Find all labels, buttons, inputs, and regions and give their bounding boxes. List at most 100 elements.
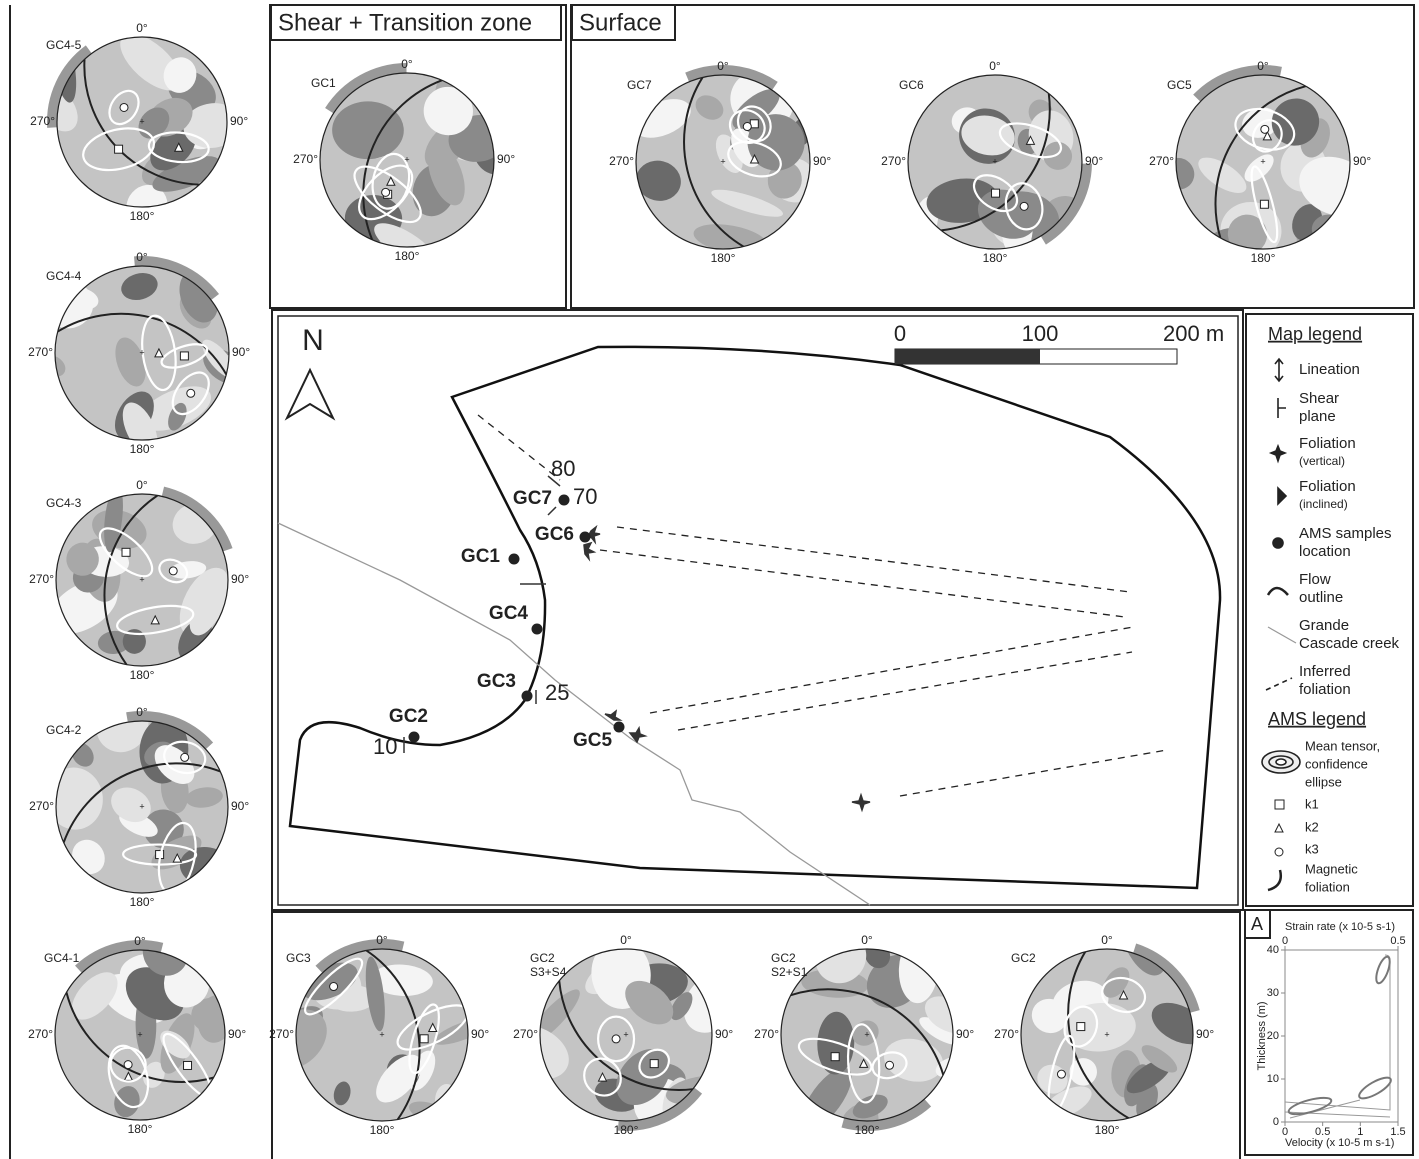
direction-label: 180° xyxy=(370,1123,395,1137)
k1 xyxy=(183,1060,193,1070)
y-tick-label: 20 xyxy=(1267,1030,1279,1042)
stereonet: +0° 90° 180° 270° GC4-3 xyxy=(29,478,249,682)
direction-label: 0° xyxy=(861,933,873,947)
map: N 0 100 200 m GC7 GC6 GC1 GC4 GC3 GC2 GC5 80 70 2… xyxy=(277,321,1224,906)
net-outline xyxy=(54,265,230,441)
stereonet: +0° 90° 180° 270° GC4-2 xyxy=(29,705,249,909)
direction-label: 180° xyxy=(395,249,420,263)
net-outline xyxy=(635,74,811,250)
confidence-ellipse xyxy=(116,604,195,636)
legend-item: Shear xyxy=(1299,390,1339,407)
k3 xyxy=(742,122,752,132)
confidence-ellipse xyxy=(163,740,207,775)
legend-item: k1 xyxy=(1305,796,1319,811)
density-blob xyxy=(168,402,187,431)
sample-label: GC5 xyxy=(573,730,613,751)
net-outline xyxy=(54,949,226,1121)
density-blob xyxy=(189,596,219,636)
density-blob xyxy=(1227,214,1268,249)
map-symbols xyxy=(403,475,871,813)
density-blob xyxy=(884,1038,944,1082)
net-outline xyxy=(319,72,495,248)
direction-label: 90° xyxy=(497,152,515,166)
x-tick-label: 0.5 xyxy=(1315,1126,1330,1138)
density-blob xyxy=(625,980,674,1025)
legend-item: Cascade creek xyxy=(1299,635,1400,652)
density-blob xyxy=(711,189,783,217)
net-name: GC2 xyxy=(771,951,796,965)
direction-label: 180° xyxy=(855,1123,880,1137)
density xyxy=(540,949,712,1121)
density-blob xyxy=(138,107,170,139)
k3 xyxy=(1260,124,1270,134)
k1 xyxy=(1076,1022,1086,1032)
great-circle xyxy=(558,980,693,1091)
direction-label: 180° xyxy=(1095,1123,1120,1137)
density-blob xyxy=(55,355,66,377)
top-tick-label: 0.5 xyxy=(1390,935,1405,947)
direction-label: 270° xyxy=(609,154,634,168)
map-panel xyxy=(271,309,1244,911)
net-name: GC2 xyxy=(530,951,555,965)
foliation-band xyxy=(134,256,220,301)
density xyxy=(65,950,225,1118)
density xyxy=(56,721,228,893)
direction-label: 90° xyxy=(231,572,249,586)
stereonet: +0° 90° 180° 270° GC1 xyxy=(293,57,515,263)
center-cross: + xyxy=(404,154,409,164)
stereonet: +0° 90° 180° 270° GC4-5 xyxy=(30,21,248,223)
direction-label: 0° xyxy=(1101,933,1113,947)
confidence-ellipse xyxy=(160,343,209,369)
legend-item: k3 xyxy=(1305,841,1319,856)
density-blob xyxy=(695,95,724,120)
net-name: GC5 xyxy=(1167,78,1192,92)
direction-label: 90° xyxy=(956,1027,974,1041)
k1 xyxy=(830,1052,840,1062)
direction-label: 0° xyxy=(376,933,388,947)
legend-item: (vertical) xyxy=(1299,454,1345,468)
direction-label: 90° xyxy=(228,1027,246,1041)
great-circle xyxy=(790,988,945,1076)
center-cross: + xyxy=(864,1029,869,1039)
legend-item: Grande xyxy=(1299,617,1349,634)
density-blob xyxy=(767,161,802,199)
foliation-band xyxy=(126,711,214,750)
top-tick-label: 0 xyxy=(1282,935,1288,947)
bottom-panel xyxy=(271,911,1241,1159)
dip-label: 10 xyxy=(373,734,397,759)
confidence-ellipse xyxy=(871,1051,908,1080)
net-name: GC7 xyxy=(627,78,652,92)
foliation-band xyxy=(47,45,92,128)
legend-symbols xyxy=(1261,357,1301,892)
confidence-ellipse xyxy=(98,527,154,578)
confidence-ellipse xyxy=(147,131,210,164)
density-blob xyxy=(151,835,202,870)
net-outline xyxy=(1020,948,1194,1122)
direction-label: 0° xyxy=(1257,59,1269,73)
net-outline xyxy=(539,948,713,1122)
density-blob xyxy=(374,223,436,247)
center-cross: + xyxy=(623,1029,628,1039)
net-outline xyxy=(55,493,229,667)
confidence-ellipse xyxy=(108,89,140,126)
net-outline xyxy=(295,948,469,1122)
density-blob xyxy=(469,220,494,247)
y-tick-label: 0 xyxy=(1273,1116,1279,1128)
direction-label: 180° xyxy=(711,251,736,265)
net-outline xyxy=(1175,74,1351,250)
foliation-band xyxy=(75,940,164,974)
great-circle xyxy=(103,494,159,666)
net-sub: S2+S1 xyxy=(771,965,808,979)
net-name: GC6 xyxy=(899,78,924,92)
confidence-ellipse xyxy=(141,314,177,392)
stereonet: +0° 90° 180° 270° GC6 xyxy=(881,59,1103,265)
confidence-ellipse xyxy=(1251,119,1283,153)
y-axis-title: Thickness (m) xyxy=(1256,1001,1268,1070)
confidence-ellipse xyxy=(583,1057,622,1097)
scale-label: 200 m xyxy=(1163,321,1224,346)
confidence-ellipse xyxy=(107,1044,150,1109)
surface-panel xyxy=(570,4,1415,309)
foliation-band xyxy=(325,63,407,114)
direction-label: 270° xyxy=(293,152,318,166)
k2 xyxy=(858,1058,869,1068)
